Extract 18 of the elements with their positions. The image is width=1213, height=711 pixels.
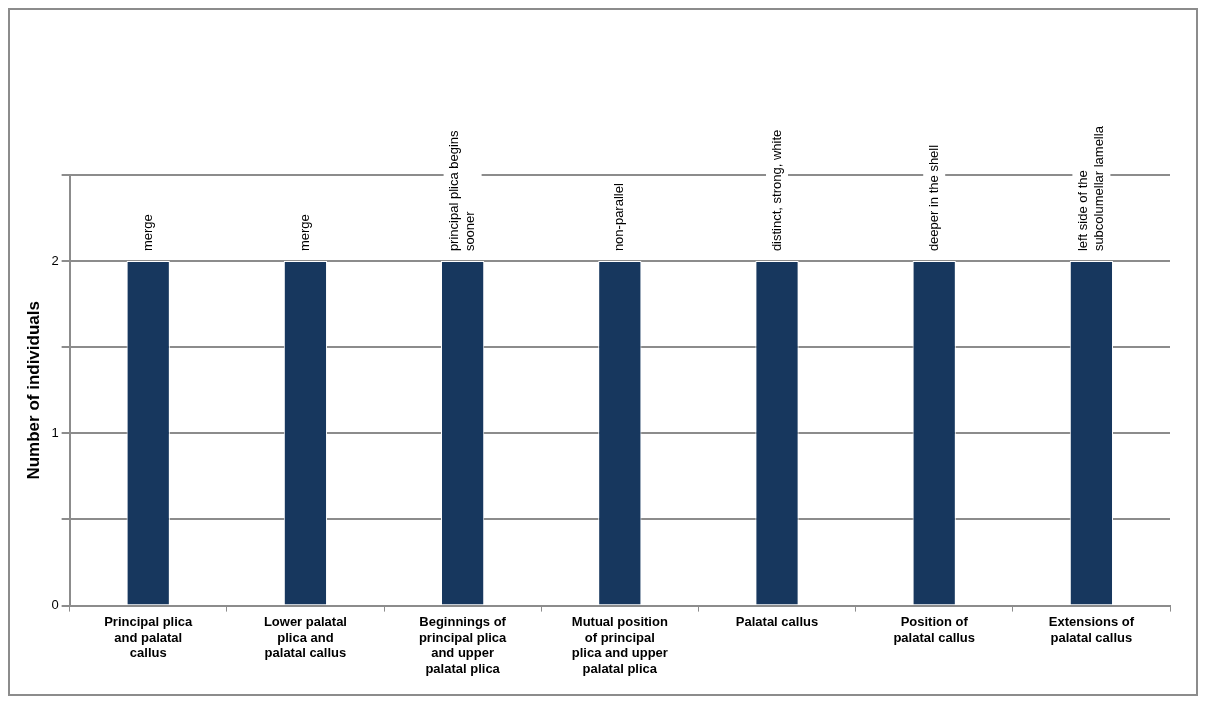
data-label: merge <box>297 214 312 252</box>
y-tick-label: 1 <box>51 424 59 440</box>
x-tick-label: Position of palatal callus <box>893 613 976 645</box>
y-tick-label: 0 <box>51 597 59 613</box>
x-tick-label: Palatal callus <box>735 613 819 629</box>
y-axis-title: Number of individuals <box>23 301 43 480</box>
x-tick-label: Mutual position of principal plica and upper palatal plica <box>571 613 668 676</box>
x-tick-label: Lower palatal plica and palatal callus <box>263 613 347 661</box>
data-label: distinct, strong, white <box>768 129 784 252</box>
x-tick-label: Beginnings of principal plica and upper palatal plica <box>418 613 508 676</box>
data-label: non-parallel <box>611 183 627 252</box>
data-label: merge <box>139 214 155 252</box>
data-label: left side of the subcolumellar lamella <box>1074 125 1106 252</box>
data-label: principal plica begins sooner <box>446 129 478 252</box>
x-tick-label: Principal plica and palatal callus <box>104 613 194 661</box>
x-tick-label: Extensions of palatal callus <box>1048 613 1135 645</box>
y-tick-label: 2 <box>51 252 59 268</box>
data-label: deeper in the shell <box>925 144 941 252</box>
